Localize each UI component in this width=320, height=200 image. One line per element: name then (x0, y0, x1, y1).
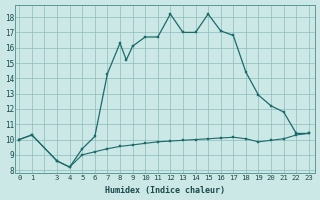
X-axis label: Humidex (Indice chaleur): Humidex (Indice chaleur) (105, 186, 225, 195)
